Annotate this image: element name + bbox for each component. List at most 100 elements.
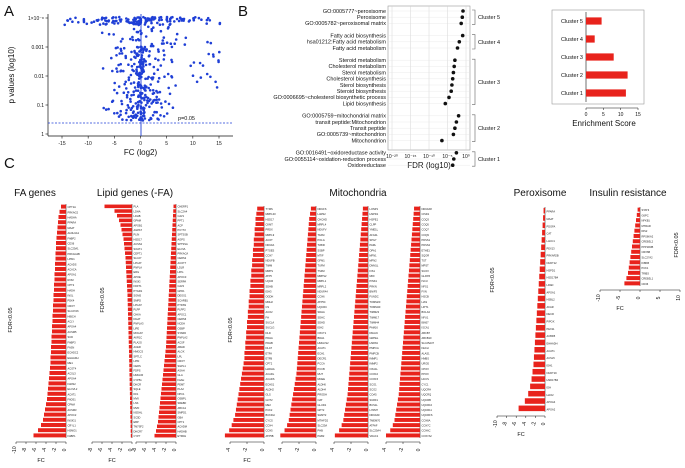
gene-label: SQOR [422, 253, 430, 257]
x-tick-label: 0 [312, 448, 318, 451]
gene-label: MAAT [68, 226, 75, 230]
gene-label: PDGFA [547, 224, 556, 228]
gene-bar [537, 295, 545, 302]
gene-label: GFM1 [318, 259, 326, 263]
gene-bar [124, 242, 132, 246]
data-point [124, 80, 127, 84]
data-point [146, 101, 149, 105]
gene-bar [394, 418, 420, 422]
gene-label: NUDT19 [547, 371, 558, 375]
data-point [148, 18, 152, 22]
term-point [451, 70, 456, 75]
gene-bar [343, 418, 368, 422]
gene-bar [224, 433, 264, 438]
gene-label: CD36 [68, 241, 75, 245]
data-point [127, 115, 130, 119]
gene-bar [128, 316, 132, 321]
gene-label: ALAS1 [422, 351, 431, 355]
gene-label: HSPD1 [547, 268, 556, 272]
gene-label: CPT1A [68, 205, 77, 209]
x-tick-label: -4 [278, 448, 284, 453]
threshold-label: p=0.05 [178, 116, 195, 122]
data-point [129, 73, 133, 77]
data-point [147, 86, 150, 90]
gene-bar [167, 316, 176, 321]
gene-bar [53, 303, 66, 308]
data-point [127, 63, 130, 66]
term-point [460, 33, 465, 38]
gene-label: HMGCS [134, 350, 144, 354]
gene-bar [251, 268, 264, 273]
gene-label: LPL [178, 354, 183, 358]
gene-bar [55, 256, 66, 261]
gene-label: ACBD5 [547, 334, 556, 338]
gene-bar [130, 424, 132, 429]
data-point [144, 77, 147, 81]
gene-label: CPT1 [178, 420, 185, 424]
gene-label: CRYL1 [68, 423, 77, 427]
data-point [139, 66, 143, 70]
fdr-label: FDR<0.05 [228, 317, 234, 342]
data-point [125, 17, 128, 20]
gene-bar [126, 265, 132, 269]
gene-bar [534, 339, 545, 346]
gene-bar [293, 387, 316, 391]
gene-bar [292, 397, 316, 402]
gene-bar [249, 294, 264, 299]
gene-bar [127, 284, 132, 288]
data-point [157, 58, 160, 62]
gene-label: MTIF [318, 253, 324, 257]
gene-bar [532, 368, 545, 375]
x-tick-label: 0 [541, 422, 547, 425]
gene-label: GLS [266, 393, 271, 397]
gene-label: EHHADH [68, 356, 79, 360]
data-point [147, 25, 150, 29]
gene-bar [403, 340, 420, 345]
data-point [159, 29, 163, 33]
gene-bar [47, 397, 66, 401]
gene-label: UQCRC [318, 305, 328, 309]
gene-label: CROT [178, 359, 186, 363]
data-point [144, 60, 147, 63]
gene-bar [406, 294, 420, 299]
gene-label: MAAT [547, 217, 554, 221]
gene-bar [129, 382, 132, 386]
data-point [120, 102, 124, 106]
gene-label: SLC25A37 [422, 341, 435, 345]
data-point [152, 18, 155, 21]
gene-bar [633, 233, 640, 238]
data-point [155, 98, 158, 101]
data-point [158, 90, 162, 94]
gene-bar [303, 289, 316, 294]
gene-label: UQCR [266, 279, 274, 283]
data-point [152, 72, 156, 75]
gene-bar [400, 366, 421, 371]
data-point [166, 72, 170, 76]
gene-label: RPS6KA2 [642, 234, 654, 238]
data-point [120, 99, 123, 103]
gene-label: TSFM [318, 269, 325, 273]
data-point [155, 89, 158, 93]
gene-bar [127, 302, 132, 307]
gene-bar [51, 339, 66, 344]
gene-bar [53, 293, 66, 297]
gene-label: ACOT7 [178, 261, 187, 265]
data-point [162, 115, 166, 118]
x-tick-label: -4 [108, 448, 114, 453]
data-point [125, 108, 128, 112]
gene-label: TYMS [266, 207, 273, 211]
fdr-label: FDR<0.05 [100, 287, 106, 312]
gene-label: FADS2 [68, 382, 77, 386]
gene-bar [128, 344, 132, 349]
gene-bar [164, 359, 176, 363]
data-point [206, 16, 210, 20]
gene-bar [54, 277, 66, 282]
data-point [123, 82, 126, 86]
gene-label: IDI1 [134, 392, 139, 396]
y-tick-label: 1×10⁻⁸ [28, 16, 44, 22]
gene-label: TWNK [318, 243, 326, 247]
gene-bar [160, 401, 176, 405]
gene-label: NSDHL [134, 411, 143, 415]
gene-label: TIMM44 [370, 320, 380, 324]
gene-bar [165, 349, 176, 354]
